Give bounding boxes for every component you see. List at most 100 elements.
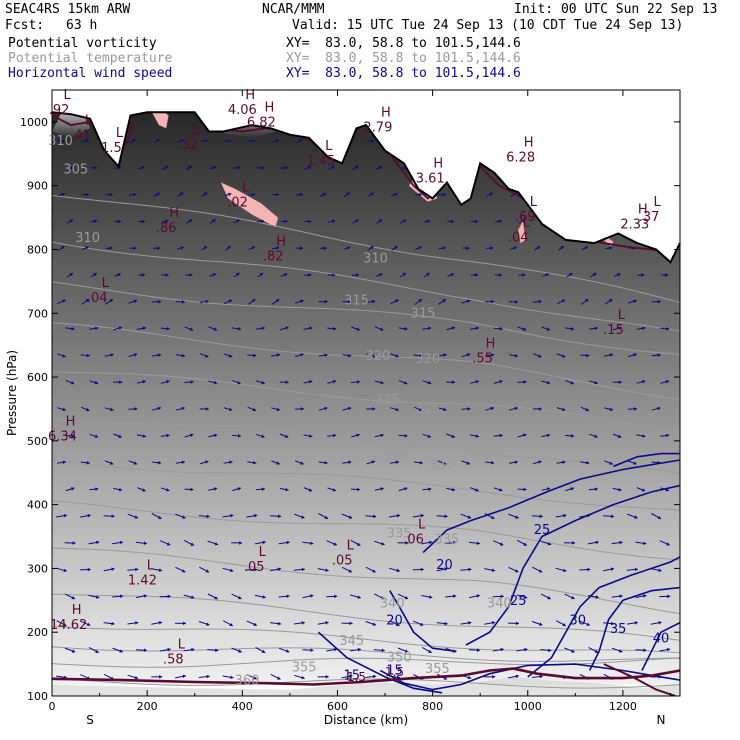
wind-vector xyxy=(151,568,163,572)
wind-vector xyxy=(398,327,408,331)
wind-vector xyxy=(318,406,328,411)
wind-vector xyxy=(327,326,337,331)
wind-vector xyxy=(246,567,258,572)
wind-vector xyxy=(399,272,407,278)
wind-vector xyxy=(373,540,385,546)
wind-vector xyxy=(257,272,264,278)
wind-vector xyxy=(446,326,456,331)
theta-contour-label: 310 xyxy=(363,251,388,266)
theta-contour xyxy=(52,322,680,400)
wind-vector xyxy=(160,380,170,384)
wind-vector xyxy=(209,166,217,170)
y-tick-label: 1000 xyxy=(20,116,48,129)
wind-vector xyxy=(635,648,647,652)
pv-extremum-value: .05 xyxy=(332,554,353,569)
pv-extremum: L.69 xyxy=(515,195,538,225)
wind-vector xyxy=(279,433,289,438)
wind-vector xyxy=(222,513,234,518)
wind-vector xyxy=(532,407,542,411)
y-tick-label: 100 xyxy=(27,690,48,703)
wind-vector xyxy=(129,246,137,250)
wind-vector xyxy=(104,353,114,357)
wind-vector xyxy=(493,487,503,492)
wind-vector xyxy=(532,460,542,465)
wind-vector xyxy=(486,246,494,250)
wind-vector xyxy=(207,593,218,600)
pv-extremum-type: L xyxy=(192,123,200,138)
wind-vector xyxy=(223,353,233,358)
pv-extremum-type: H xyxy=(169,206,179,221)
wind-vector xyxy=(628,460,637,465)
wind-vector xyxy=(104,460,114,465)
pv-extremum-type: L xyxy=(653,195,661,210)
wind-vector xyxy=(302,541,314,545)
wind-vector xyxy=(128,407,138,411)
low-pv-patch xyxy=(518,220,526,244)
wind-vector xyxy=(326,594,338,599)
wind-speed-contour xyxy=(422,459,680,554)
wind-vector xyxy=(588,487,598,491)
wind-vector xyxy=(374,326,384,331)
wind-vector xyxy=(437,407,447,412)
wind-vector xyxy=(374,380,384,385)
pv-extremum: H14.62 xyxy=(50,603,87,633)
field-name-wind: Horizontal wind speed xyxy=(8,66,173,81)
wind-speed-contour xyxy=(527,556,680,678)
wind-vector xyxy=(534,245,541,251)
wind-vector xyxy=(198,674,210,679)
pv-extremum: H2.33 xyxy=(620,203,649,233)
wind-vector xyxy=(304,165,312,170)
wind-vector xyxy=(365,514,377,519)
wind-vector xyxy=(660,433,670,438)
wind-vector xyxy=(565,487,575,492)
wind-vector xyxy=(579,567,591,572)
wind-vector xyxy=(81,246,89,251)
wind-contour-label: 30 xyxy=(569,614,586,629)
wind-vector xyxy=(566,272,573,278)
wind-contour-label: 15 xyxy=(386,663,403,678)
pv-extremum-value: 4.06 xyxy=(228,103,257,118)
wind-vector xyxy=(351,433,360,438)
wind-vector xyxy=(175,300,185,304)
wind-vector xyxy=(461,353,471,358)
wind-vector xyxy=(390,407,400,412)
wind-vector xyxy=(399,219,407,224)
wind-vector xyxy=(254,594,266,599)
theta-contour-label: 315 xyxy=(411,306,436,321)
pv-extremum-value: .04 xyxy=(508,230,529,245)
wind-vector xyxy=(651,406,661,411)
wind-vector xyxy=(540,540,552,546)
wind-vector xyxy=(588,380,598,385)
wind-vector xyxy=(64,541,76,545)
wind-vector xyxy=(293,567,305,572)
wind-vector xyxy=(176,246,184,250)
wind-vector xyxy=(627,407,637,411)
wind-vector xyxy=(462,246,470,250)
wind-vector xyxy=(635,541,647,545)
wind-vector xyxy=(532,566,543,573)
wind-vector xyxy=(397,647,409,653)
pv-extremum-type: H xyxy=(66,414,76,429)
wind-vector xyxy=(184,380,194,384)
wind-vector xyxy=(626,621,638,625)
pv-extremum-value: 1.45 xyxy=(306,154,335,169)
wind-vector xyxy=(341,513,353,519)
y-tick-label: 700 xyxy=(27,307,48,320)
wind-vector xyxy=(80,460,90,465)
wind-vector xyxy=(65,487,75,492)
wind-vector xyxy=(588,646,599,654)
wind-vector xyxy=(294,299,304,304)
wind-contour-label: 35 xyxy=(610,622,627,637)
wind-vector xyxy=(492,647,504,652)
wind-vector xyxy=(271,460,280,465)
wind-vector xyxy=(422,487,432,491)
wind-vector xyxy=(160,433,170,438)
theta-contour-label: 340 xyxy=(487,597,512,612)
wind-vector xyxy=(564,593,575,600)
wind-vector xyxy=(278,594,290,598)
pv-extremum-type: H xyxy=(486,337,496,352)
wind-vector xyxy=(199,353,209,358)
wind-vector xyxy=(159,647,171,652)
wind-vector xyxy=(201,192,208,197)
wind-vector xyxy=(199,460,209,465)
